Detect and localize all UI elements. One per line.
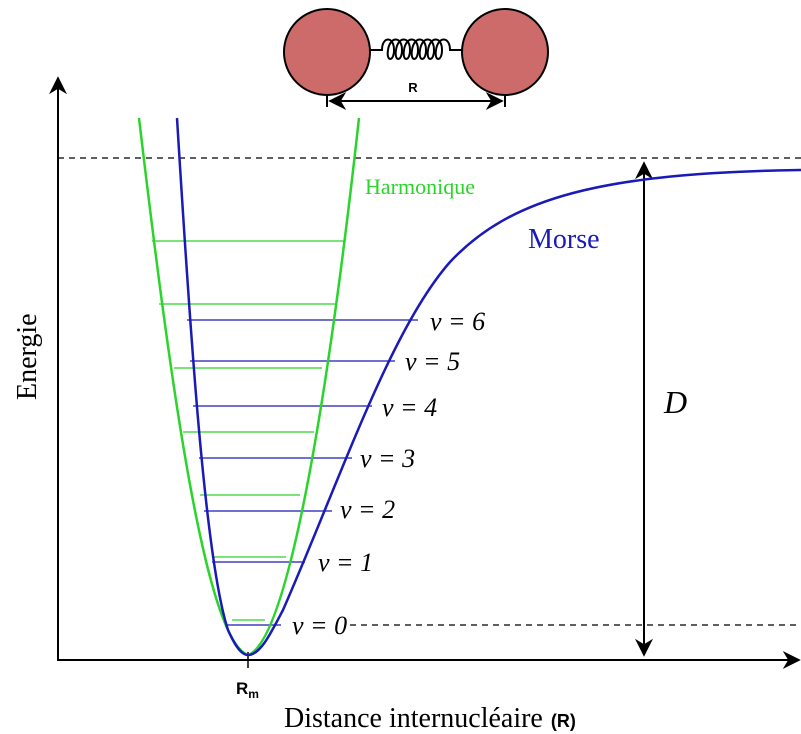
right-atom: [461, 8, 549, 96]
level-label-2: v = 2: [340, 495, 395, 524]
morse-label: Morse: [528, 224, 600, 255]
spring: [370, 38, 462, 60]
dissociation-energy-label: D: [663, 384, 687, 420]
level-labels: v = 0 v = 1 v = 2 v = 3 v = 4 v = 5 v = …: [292, 307, 485, 640]
level-label-0: v = 0: [292, 611, 347, 640]
rm-label: Rm: [236, 679, 259, 701]
level-label-4: v = 4: [382, 393, 437, 422]
y-axis-label: Energie: [12, 313, 43, 400]
level-label-3: v = 3: [360, 444, 415, 473]
left-atom: [283, 8, 371, 96]
level-label-1: v = 1: [318, 548, 373, 577]
x-axis-label-suffix: (R): [551, 711, 576, 731]
molecule-illustration: R: [283, 8, 549, 110]
level-label-6: v = 6: [430, 307, 485, 336]
level-label-5: v = 5: [405, 347, 460, 376]
x-axis-label: Distance internucléaire (R): [284, 703, 576, 734]
morse-levels: [187, 319, 418, 626]
harmonic-label: Harmonique: [365, 174, 475, 199]
morse-curve: [175, 117, 801, 657]
bond-length-label: R: [408, 80, 418, 95]
rm-subscript: m: [248, 687, 259, 701]
